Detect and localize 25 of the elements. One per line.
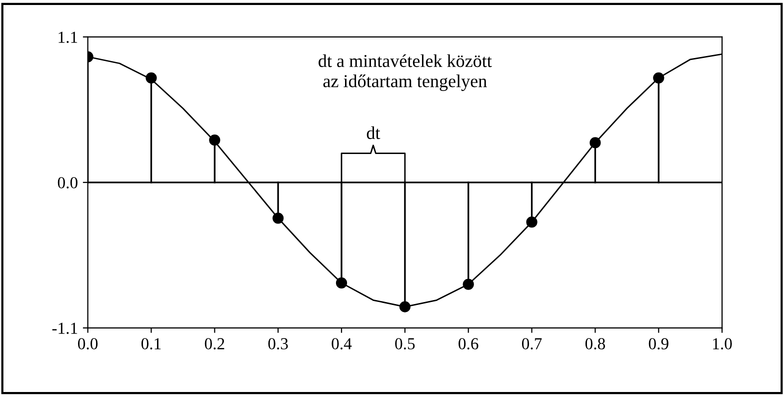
point	[146, 72, 157, 84]
point	[272, 212, 284, 224]
x-tick-label: 0.5	[395, 338, 415, 350]
x-tick-label: 0.2	[204, 338, 224, 350]
point	[653, 72, 664, 84]
y-tick-label: -1.1	[52, 322, 78, 334]
x-tick-label: 0.3	[268, 338, 288, 350]
point	[336, 277, 348, 289]
x-tick-label: 0.9	[648, 338, 668, 350]
x-tick-label: 0.8	[585, 338, 605, 350]
y-tick-label: 1.1	[58, 32, 78, 43]
point	[526, 216, 538, 228]
y-tick-label: 0.0	[58, 177, 78, 188]
x-tick-label: 0.1	[141, 338, 161, 350]
annotation: dt a mintavételek között az időtartam tengelyen	[318, 54, 492, 91]
x-tick-label: 0.0	[78, 338, 98, 350]
point	[209, 134, 220, 146]
x-tick-label: 0.4	[332, 338, 352, 350]
x-tick-label: 0.6	[458, 338, 478, 350]
annotation: dt	[366, 126, 380, 140]
x-tick-label: 0.7	[522, 338, 542, 350]
x-tick-label: 1.0	[713, 338, 732, 350]
point	[399, 301, 410, 312]
point	[462, 278, 474, 290]
point	[590, 137, 601, 148]
